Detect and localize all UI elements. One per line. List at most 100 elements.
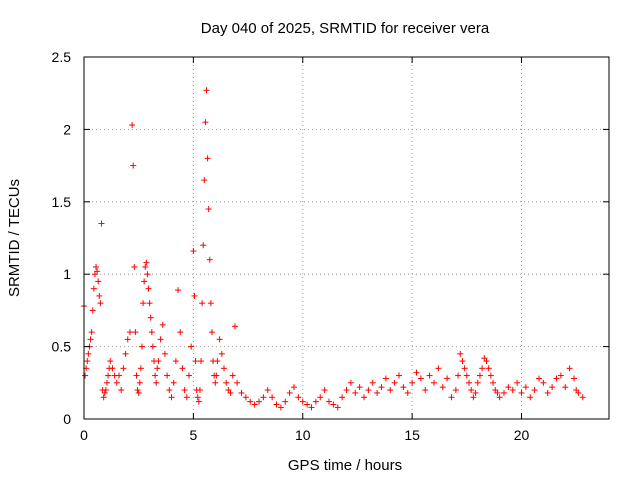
- data-point: [146, 300, 153, 307]
- data-point: [312, 398, 319, 405]
- y-tick-label: 2: [63, 121, 71, 137]
- data-point: [579, 394, 586, 401]
- data-point: [487, 372, 494, 379]
- data-point: [207, 300, 214, 307]
- y-tick-label: 0: [63, 411, 71, 427]
- data-point: [459, 358, 466, 365]
- data-point: [251, 401, 258, 408]
- grid: [84, 57, 609, 419]
- data-point: [334, 404, 341, 411]
- data-point: [479, 365, 486, 372]
- data-point: [439, 384, 446, 391]
- data-point: [85, 350, 92, 357]
- data-point: [260, 394, 267, 401]
- data-point: [95, 278, 102, 285]
- data-point: [84, 358, 91, 365]
- data-point: [485, 365, 492, 372]
- data-point: [148, 329, 155, 336]
- data-point: [183, 394, 190, 401]
- data-point: [221, 365, 227, 372]
- data-point: [417, 375, 424, 382]
- data-point: [142, 263, 149, 270]
- data-point: [88, 329, 95, 336]
- data-point: [164, 372, 171, 379]
- data-point: [549, 384, 556, 391]
- data-point: [107, 358, 114, 365]
- data-point: [396, 372, 402, 379]
- data-point: [557, 372, 564, 379]
- data-point: [130, 162, 137, 169]
- data-point: [194, 394, 201, 401]
- data-point: [168, 394, 175, 401]
- data-point: [175, 287, 182, 294]
- data-point: [575, 389, 582, 396]
- data-point: [518, 389, 525, 396]
- data-point: [229, 372, 236, 379]
- data-point: [387, 387, 394, 394]
- data-point: [136, 379, 143, 386]
- data-point: [82, 372, 89, 379]
- data-point: [190, 248, 197, 255]
- data-point: [144, 271, 151, 278]
- data-point: [476, 372, 483, 379]
- data-point: [343, 387, 350, 394]
- data-point: [452, 387, 459, 394]
- data-point: [374, 389, 381, 396]
- data-point: [202, 119, 209, 126]
- data-point: [137, 365, 144, 372]
- data-point: [509, 387, 516, 394]
- data-point: [474, 379, 481, 386]
- data-point: [356, 384, 363, 391]
- data-point: [299, 398, 306, 405]
- data-point: [134, 387, 141, 394]
- data-point: [234, 379, 241, 386]
- data-point: [304, 401, 311, 408]
- data-point: [87, 336, 94, 343]
- data-point: [444, 375, 451, 382]
- data-point: [204, 155, 211, 162]
- data-point: [391, 379, 398, 386]
- chart-title: Day 040 of 2025, SRMTID for receiver ver…: [201, 20, 490, 37]
- data-point: [179, 365, 186, 372]
- data-point: [531, 387, 538, 394]
- data-point: [330, 401, 337, 408]
- data-point: [203, 87, 210, 94]
- data-point: [422, 387, 429, 394]
- data-point: [317, 394, 324, 401]
- data-point: [231, 323, 238, 330]
- data-point: [562, 384, 569, 391]
- data-point: [212, 379, 219, 386]
- data-point: [426, 372, 433, 379]
- data-point: [213, 372, 220, 379]
- data-point: [120, 365, 127, 372]
- plot-frame: [83, 56, 610, 420]
- data-point: [89, 307, 96, 314]
- data-point: [218, 350, 225, 357]
- data-point: [191, 292, 198, 299]
- data-point: [129, 122, 136, 129]
- data-point: [186, 372, 192, 379]
- x-axis-title: GPS time / hours: [288, 457, 402, 474]
- data-point: [90, 285, 97, 292]
- data-point: [138, 343, 145, 350]
- data-point: [102, 387, 109, 394]
- data-point: [273, 401, 280, 408]
- data-point: [571, 375, 577, 382]
- data-point: [461, 365, 468, 372]
- data-point: [161, 350, 168, 357]
- data-point: [409, 379, 416, 386]
- data-point: [553, 375, 560, 382]
- data-point: [153, 379, 160, 386]
- data-point: [365, 387, 372, 394]
- data-point: [326, 398, 332, 405]
- data-point: [100, 394, 107, 401]
- data-point: [540, 379, 547, 386]
- data-point: [514, 379, 521, 386]
- data-point: [118, 387, 125, 394]
- data-point: [466, 379, 472, 386]
- data-point: [457, 350, 464, 357]
- data-point: [145, 285, 152, 292]
- data-point: [155, 358, 162, 365]
- data-point: [522, 384, 529, 391]
